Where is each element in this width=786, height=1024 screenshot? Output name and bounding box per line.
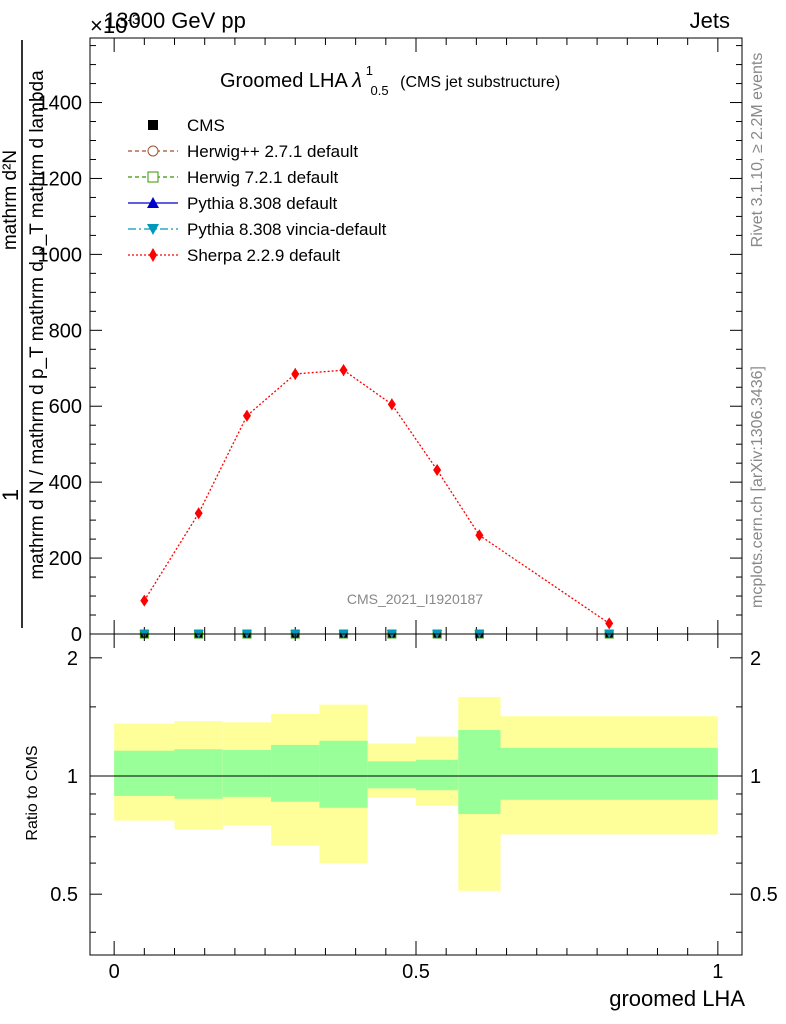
legend-label: Pythia 8.308 default	[187, 194, 338, 213]
ratio-band-inner	[367, 761, 416, 789]
ratio-ytick-label-right: 1	[750, 766, 761, 788]
ylabel-one: 1	[0, 489, 23, 501]
legend-item-cms: CMS	[148, 116, 225, 135]
legend-item-herwigpp: Herwig++ 2.7.1 default	[128, 142, 358, 161]
ratio-xtick-label: 1	[712, 961, 723, 983]
legend-marker-herwig7	[147, 171, 159, 183]
ratio-band-inner	[174, 749, 223, 799]
main-ytick-label: 200	[49, 548, 82, 570]
legend-marker-pythia	[147, 197, 159, 208]
ratio-x-ticks: 0 0.5 1	[109, 634, 723, 983]
legend-marker-cms	[148, 120, 158, 130]
legend-label: Pythia 8.308 vincia-default	[187, 220, 387, 239]
ratio-xtick-label: 0	[109, 961, 120, 983]
sherpa-point	[605, 617, 614, 630]
header-left: 13000 GeV pp	[104, 8, 246, 33]
ratio-band-inner	[271, 744, 320, 802]
sherpa-point	[475, 529, 484, 542]
legend-label: Herwig++ 2.7.1 default	[187, 142, 358, 161]
ratio-band-inner	[222, 749, 272, 797]
sherpa-point	[194, 507, 203, 520]
header-right: Jets	[690, 8, 730, 33]
main-y-ticks: 0 200 400 600 800 1000 1200 1400	[38, 45, 742, 646]
legend: CMS Herwig++ 2.7.1 default Herwig 7.2.1 de…	[128, 116, 387, 265]
ylabel-top: mathrm d²N	[0, 150, 21, 250]
legend-item-pythia: Pythia 8.308 default	[128, 194, 338, 213]
sherpa-point	[242, 409, 251, 422]
legend-label: Herwig 7.2.1 default	[187, 168, 338, 187]
main-ylabel: 1 mathrm d N / mathrm d p_T mathrm d p_T…	[0, 40, 48, 628]
x-axis-label: groomed LHA	[609, 986, 745, 1011]
ratio-ytick-label: 2	[67, 648, 78, 670]
main-ytick-label: 800	[49, 320, 82, 342]
main-ytick-label: 1200	[38, 168, 83, 190]
exponent-label: ×10-3	[90, 11, 140, 38]
sherpa-line	[143, 369, 610, 624]
analysis-watermark: CMS_2021_I1920187	[347, 591, 483, 607]
ratio-ytick-label-right: 0.5	[750, 884, 778, 906]
main-ytick-label: 1400	[38, 93, 83, 115]
ylabel-denominator: mathrm d N / mathrm d p_T mathrm d p_T m…	[27, 70, 48, 580]
ratio-xtick-label: 0.5	[402, 961, 430, 983]
main-ytick-label: 400	[49, 472, 82, 494]
ratio-band-inner	[416, 759, 459, 791]
sherpa-point	[339, 364, 348, 377]
ratio-y-ticks: 0.5 0.5 1 1 2 2	[50, 648, 778, 933]
chart-title: Groomed LHA λ 1 0.5 (CMS jet substructur…	[220, 58, 560, 100]
legend-marker-vincia	[147, 224, 159, 235]
ratio-band-inner	[319, 740, 368, 808]
ratio-ytick-label: 0.5	[50, 884, 78, 906]
main-ytick-label: 600	[49, 396, 82, 418]
sherpa-point	[433, 464, 442, 477]
ratio-bands	[114, 696, 718, 891]
ratio-ytick-label: 1	[67, 766, 78, 788]
main-ytick-label: 0	[71, 624, 82, 646]
legend-item-vincia: Pythia 8.308 vincia-default	[128, 220, 387, 239]
main-ytick-label: 1000	[38, 244, 83, 266]
sherpa-point	[387, 398, 396, 411]
legend-label: Sherpa 2.2.9 default	[187, 246, 340, 265]
ratio-ytick-label-right: 2	[750, 648, 761, 670]
sherpa-point	[291, 367, 300, 380]
sherpa-point	[140, 594, 149, 607]
legend-marker-sherpa	[149, 248, 157, 262]
ratio-band-inner	[500, 747, 718, 800]
legend-label: CMS	[187, 116, 225, 135]
ratio-band-inner	[458, 729, 501, 815]
legend-item-herwig7: Herwig 7.2.1 default	[128, 168, 338, 187]
mcplots-label: mcplots.cern.ch [arXiv:1306.3436]	[749, 366, 766, 608]
rivet-label: Rivet 3.1.10, ≥ 2.2M events	[749, 53, 766, 248]
ratio-ylabel: Ratio to CMS	[24, 745, 41, 840]
legend-item-sherpa: Sherpa 2.2.9 default	[128, 246, 340, 265]
legend-marker-herwigpp	[147, 145, 159, 157]
ratio-band-inner	[114, 750, 175, 796]
